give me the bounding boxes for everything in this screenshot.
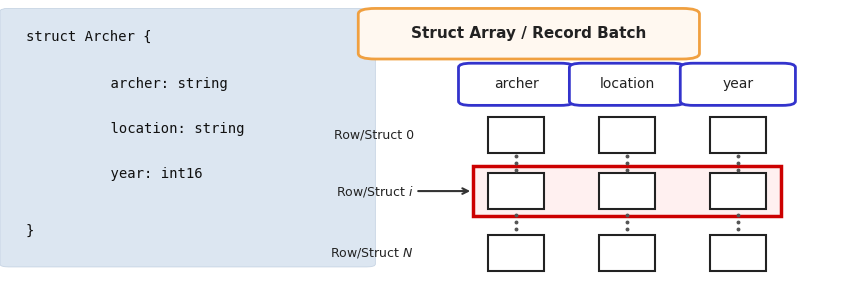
Text: Row/Struct 0: Row/Struct 0	[333, 128, 413, 141]
Bar	[598, 173, 654, 209]
FancyBboxPatch shape	[569, 63, 683, 105]
FancyBboxPatch shape	[458, 63, 573, 105]
Text: archer: string: archer: string	[77, 77, 227, 91]
Text: archer: archer	[493, 77, 538, 91]
Bar	[709, 173, 765, 209]
Text: year: int16: year: int16	[77, 167, 202, 181]
Bar	[487, 173, 544, 209]
Bar	[709, 117, 765, 153]
Bar	[487, 235, 544, 271]
Bar	[709, 235, 765, 271]
FancyBboxPatch shape	[358, 8, 699, 59]
Bar	[472, 166, 780, 216]
Bar	[598, 117, 654, 153]
Bar	[598, 235, 654, 271]
Text: location: string: location: string	[77, 122, 244, 136]
FancyBboxPatch shape	[0, 8, 375, 267]
Text: Struct Array / Record Batch: Struct Array / Record Batch	[411, 26, 646, 41]
FancyBboxPatch shape	[680, 63, 794, 105]
Text: Row/Struct $i$: Row/Struct $i$	[336, 183, 413, 199]
Text: Row/Struct $N$: Row/Struct $N$	[330, 246, 413, 260]
Text: struct Archer {: struct Archer {	[26, 30, 151, 44]
Text: year: year	[722, 77, 752, 91]
Text: location: location	[599, 77, 653, 91]
Bar	[487, 117, 544, 153]
Text: }: }	[26, 223, 34, 237]
